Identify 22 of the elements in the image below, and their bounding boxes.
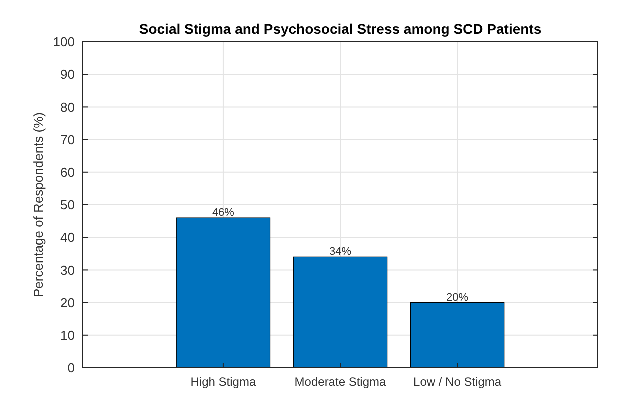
x-tick-label: High Stigma — [190, 375, 256, 389]
y-tick-label: 10 — [60, 328, 75, 343]
y-tick-label: 30 — [60, 262, 75, 278]
y-axis-title: Percentage of Respondents (%) — [31, 112, 46, 298]
x-tick-label: Low / No Stigma — [414, 375, 502, 389]
y-tick-label: 20 — [60, 295, 75, 310]
y-tick-label: 100 — [53, 34, 75, 50]
y-tick-label: 90 — [60, 67, 75, 82]
y-tick-label: 80 — [60, 100, 75, 115]
y-tick-label: 70 — [60, 132, 75, 148]
bar — [410, 302, 505, 368]
y-tick-label: 40 — [60, 230, 75, 246]
bar — [176, 218, 271, 368]
data-label: 20% — [446, 292, 469, 304]
data-label: 46% — [212, 207, 235, 220]
bar — [293, 256, 388, 368]
y-tick-label: 50 — [60, 198, 75, 213]
data-label: 34% — [329, 246, 352, 258]
chart-title: Social Stigma and Psychosocial Stress among SCD Patients — [139, 21, 542, 37]
y-tick-label: 60 — [60, 164, 75, 180]
y-tick-label: 0 — [68, 360, 75, 376]
x-tick-label: Moderate Stigma — [294, 375, 387, 389]
